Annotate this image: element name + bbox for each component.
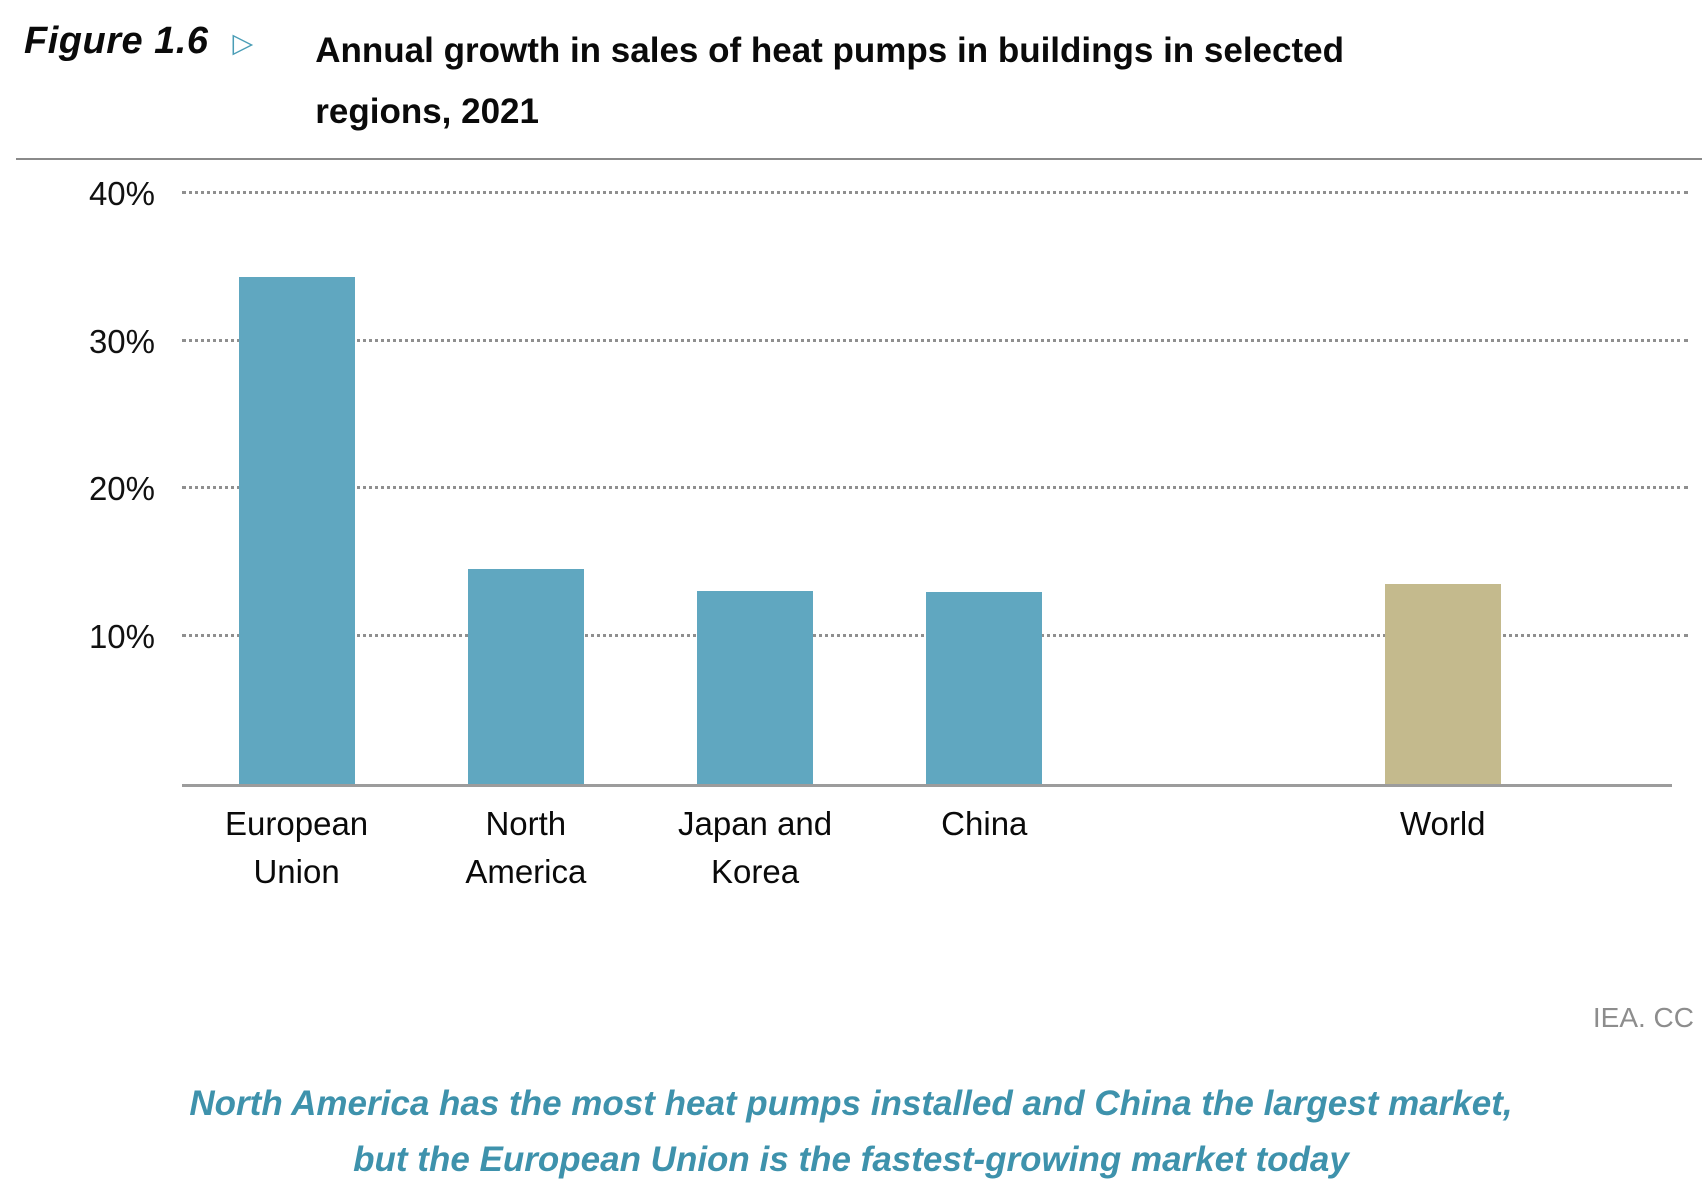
gridline-40 (182, 191, 1688, 195)
y-tick-label-10: 10% (88, 617, 155, 655)
figure-number: Figure 1.6 (24, 20, 209, 62)
gridline-30 (182, 338, 1688, 342)
plot-area (182, 165, 1688, 787)
bar-north-america (467, 568, 584, 784)
y-tick-label-40: 40% (88, 175, 155, 213)
y-tick-label-30: 30% (88, 322, 155, 360)
y-tick-label-20: 20% (88, 470, 155, 508)
x-label-china: China (941, 805, 1028, 842)
x-label-north-america: North America (465, 805, 587, 890)
caption-line1: North America has the most heat pumps in… (189, 1084, 1513, 1123)
bar-china (926, 592, 1043, 784)
source-credit: IEA. CC (1592, 1002, 1694, 1033)
figure-header: Figure 1.6 ▷ Annual growth in sales of h… (24, 20, 1702, 142)
x-axis-labels: European Union North America Japan and Kor… (182, 800, 1672, 915)
x-label-european-union: European Union (225, 805, 369, 890)
header-divider (16, 158, 1702, 160)
figure-title: Annual growth in sales of heat pumps in … (315, 20, 1344, 142)
bar-european-union (238, 277, 355, 784)
figure-caption: North America has the most heat pumps in… (0, 1076, 1702, 1188)
triangle-arrow-icon: ▷ (232, 28, 254, 58)
x-label-world: World (1399, 805, 1486, 842)
y-axis: 10% 20% 30% 40% (50, 165, 155, 784)
gridline-20 (182, 486, 1688, 490)
figure-title-line1: Annual growth in sales of heat pumps in … (315, 31, 1344, 70)
figure-title-line2: regions, 2021 (315, 92, 539, 131)
bar-world (1384, 583, 1501, 784)
bar-japan-and-korea (696, 590, 814, 784)
x-label-japan-and-korea: Japan and Korea (677, 805, 833, 890)
caption-line2: but the European Union is the fastest-gr… (353, 1140, 1349, 1179)
